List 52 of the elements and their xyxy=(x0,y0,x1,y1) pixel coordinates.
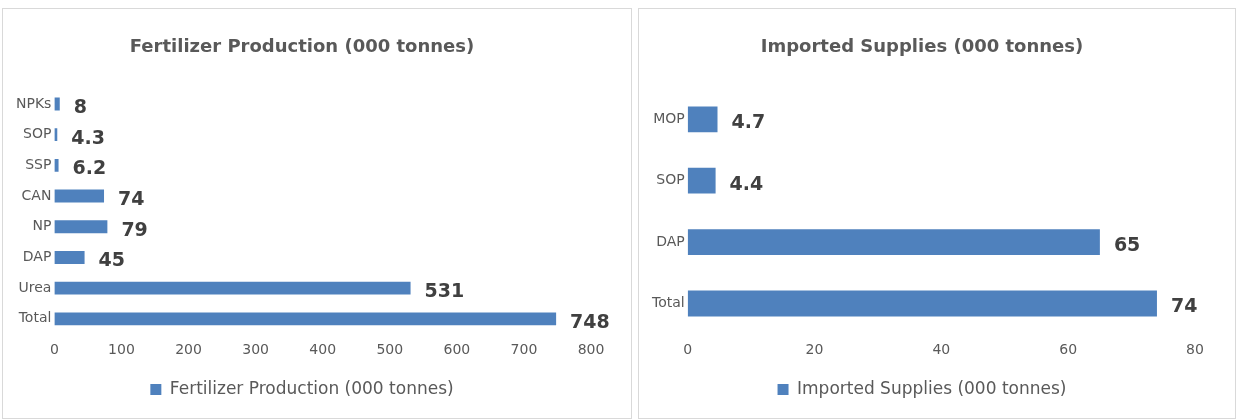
data-label: 74 xyxy=(1170,294,1198,317)
bar xyxy=(54,251,85,264)
x-tick-label: 0 xyxy=(49,341,59,358)
legend-label: Imported Supplies (000 tonnes) xyxy=(797,377,1067,398)
y-tick-label: NPKs xyxy=(16,94,52,111)
x-tick-label: 600 xyxy=(443,341,471,358)
x-tick-label: 20 xyxy=(805,341,824,358)
x-tick-label: 300 xyxy=(242,341,269,358)
y-tick-label: DAP xyxy=(656,232,685,249)
legend-label: Fertilizer Production (000 tonnes) xyxy=(169,377,454,398)
bar xyxy=(54,220,108,234)
x-tick-label: 40 xyxy=(932,341,951,358)
y-tick-label: SSP xyxy=(25,155,52,172)
chart-title: Imported Supplies (000 tonnes) xyxy=(760,35,1084,57)
data-label: 8 xyxy=(73,94,87,117)
x-tick-label: 60 xyxy=(1059,341,1078,358)
data-label: 748 xyxy=(570,309,610,332)
x-tick-label: 400 xyxy=(309,341,337,358)
bar xyxy=(687,290,1157,317)
y-tick-label: DAP xyxy=(22,248,52,265)
bar xyxy=(687,106,718,133)
x-tick-label: 80 xyxy=(1186,341,1204,358)
y-tick-label: SOP xyxy=(23,125,52,142)
bar xyxy=(54,189,105,203)
data-label: 65 xyxy=(1113,233,1141,256)
data-label: 45 xyxy=(98,248,126,271)
y-tick-label: CAN xyxy=(21,186,52,203)
bar xyxy=(54,312,557,326)
data-label: 4.4 xyxy=(729,171,764,194)
x-tick-label: 700 xyxy=(510,341,538,358)
y-tick-label: Total xyxy=(17,309,52,326)
data-label: 531 xyxy=(424,279,465,302)
x-tick-label: 800 xyxy=(577,341,605,358)
bar xyxy=(687,167,716,194)
y-tick-label: NP xyxy=(32,217,52,234)
y-tick-label: Total xyxy=(650,294,685,311)
y-tick-label: SOP xyxy=(656,171,685,188)
bar xyxy=(54,281,411,295)
x-tick-label: 200 xyxy=(175,341,202,358)
y-tick-label: Urea xyxy=(18,278,52,295)
data-label: 4.3 xyxy=(71,125,105,148)
data-label: 6.2 xyxy=(72,156,107,179)
bar xyxy=(687,229,1100,255)
x-tick-label: 500 xyxy=(376,341,404,358)
y-tick-label: MOP xyxy=(653,109,685,126)
data-label: 79 xyxy=(121,217,148,240)
data-label: 4.7 xyxy=(731,110,766,133)
x-tick-label: 0 xyxy=(683,341,693,358)
bar xyxy=(54,158,59,172)
x-tick-label: 100 xyxy=(108,341,135,358)
chart-title: Fertilizer Production (000 tonnes) xyxy=(129,35,475,57)
data-label: 74 xyxy=(118,186,145,209)
